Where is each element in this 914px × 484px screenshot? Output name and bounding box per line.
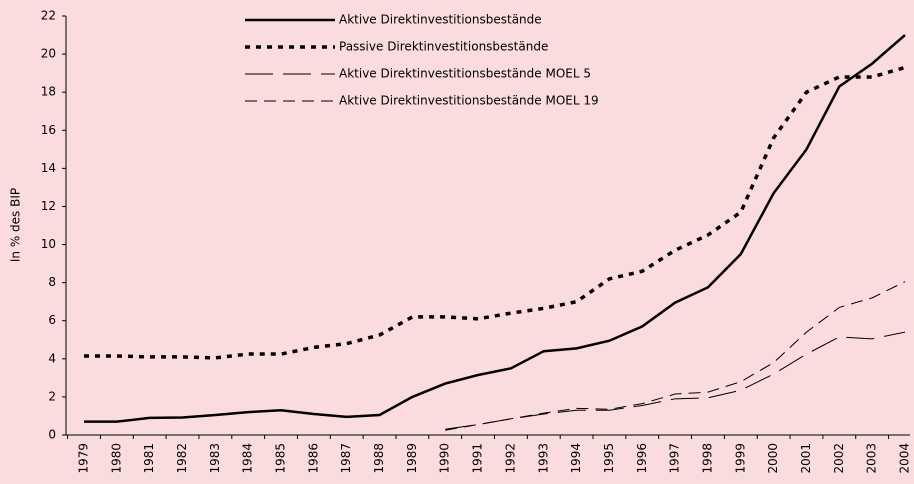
x-tick-label: 2000: [766, 443, 780, 474]
y-tick-label: 4: [48, 351, 56, 365]
legend-label: Aktive Direktinvestitionsbestände: [339, 13, 542, 27]
series-line: [84, 34, 906, 423]
y-tick-label: 16: [41, 123, 56, 137]
x-tick-label: 1989: [405, 443, 419, 474]
x-tick-label: 1995: [602, 443, 616, 474]
x-tick-label: 2001: [799, 443, 813, 474]
x-tick-label: 1985: [274, 443, 288, 474]
x-tick-label: 1986: [306, 443, 320, 474]
series-line: [445, 281, 906, 431]
y-axis-label: In % des BIP: [9, 188, 23, 262]
x-tick-label: 1992: [503, 443, 517, 474]
x-tick-label: 1999: [733, 443, 747, 474]
x-tick-label: 1983: [208, 443, 222, 474]
x-tick-label: 1990: [438, 443, 452, 474]
x-tick-label: 1991: [471, 443, 485, 474]
legend-label: Aktive Direktinvestitionsbestände MOEL 1…: [339, 94, 599, 108]
y-tick-label: 2: [48, 389, 56, 403]
y-tick-label: 8: [48, 275, 56, 289]
series-line: [84, 65, 906, 360]
y-tick-label: 10: [41, 237, 56, 251]
x-tick-label: 1979: [77, 443, 91, 474]
x-tick-label: 1982: [175, 443, 189, 474]
x-tick-label: 1997: [668, 443, 682, 474]
x-tick-label: 1980: [109, 443, 123, 474]
y-tick-label: 6: [48, 313, 56, 327]
x-tick-label: 1998: [700, 443, 714, 474]
legend-label: Aktive Direktinvestitionsbestände MOEL 5: [339, 67, 591, 81]
x-tick-label: 2002: [832, 443, 846, 474]
x-tick-label: 1984: [241, 443, 255, 474]
x-tick-label: 1981: [142, 443, 156, 474]
x-tick-label: 2004: [898, 443, 912, 474]
x-tick-label: 1987: [339, 443, 353, 474]
x-tick-label: 1993: [536, 443, 550, 474]
x-tick-label: 2003: [865, 443, 879, 474]
y-tick-label: 18: [41, 85, 56, 99]
y-tick-label: 0: [48, 428, 56, 442]
legend-label: Passive Direktinvestitionsbestände: [339, 40, 548, 54]
x-tick-label: 1994: [569, 443, 583, 474]
y-tick-label: 22: [41, 9, 56, 23]
x-tick-label: 1988: [372, 443, 386, 474]
y-tick-label: 12: [41, 199, 56, 213]
x-tick-label: 1996: [635, 443, 649, 474]
y-tick-label: 20: [41, 47, 56, 61]
series-line: [445, 331, 906, 430]
y-tick-label: 14: [41, 161, 56, 175]
